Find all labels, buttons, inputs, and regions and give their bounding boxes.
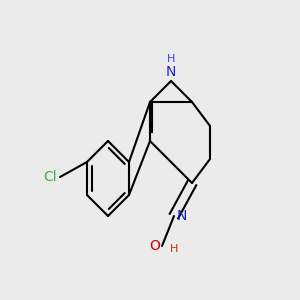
Text: N: N bbox=[177, 209, 188, 223]
Text: Cl: Cl bbox=[44, 170, 57, 184]
Text: N: N bbox=[166, 65, 176, 80]
Text: H: H bbox=[167, 55, 175, 64]
Text: H: H bbox=[169, 244, 178, 254]
Text: O: O bbox=[150, 239, 160, 253]
